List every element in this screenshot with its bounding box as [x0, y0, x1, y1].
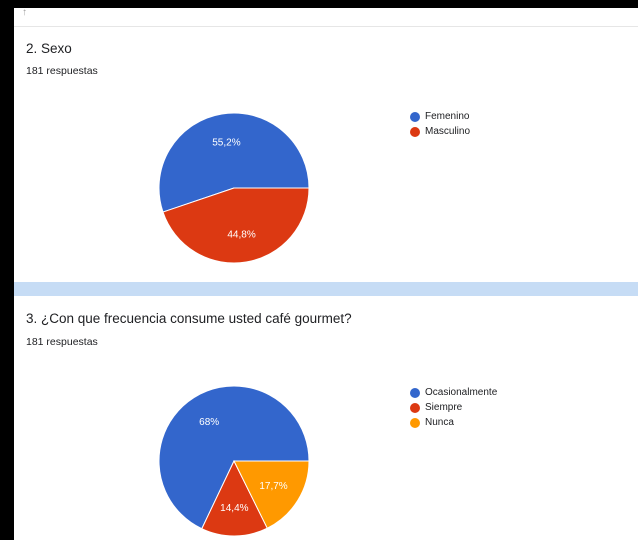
legend-item-masculino[interactable]: Masculino: [410, 124, 470, 139]
form-summary-page: ↑ 2. Sexo 181 respuestas 55,2% 44,8% Feme…: [14, 8, 638, 540]
legend-swatch-icon: [410, 387, 420, 398]
chart-legend: Ocasionalmente Siempre Nunca: [410, 385, 497, 430]
question-card-sexo: 2. Sexo 181 respuestas 55,2% 44,8% Femeni…: [14, 27, 638, 282]
pie-chart-frecuencia: 68% 14,4% 17,7%: [134, 361, 334, 540]
slice-label-nunca: 17,7%: [259, 481, 287, 492]
pie-slice-masculino[interactable]: [162, 187, 310, 264]
legend-swatch-icon: [410, 402, 420, 413]
legend-item-ocasionalmente[interactable]: Ocasionalmente: [410, 385, 497, 400]
legend-item-femenino[interactable]: Femenino: [410, 109, 470, 124]
top-divider: [14, 26, 638, 27]
pie-slice-siempre[interactable]: [201, 459, 268, 537]
chart-legend: Femenino Masculino: [410, 109, 470, 139]
slice-label-femenino: 55,2%: [212, 138, 240, 149]
slice-label-siempre: 14,4%: [220, 503, 248, 514]
question-title: 3. ¿Con que frecuencia consume usted caf…: [26, 311, 352, 326]
legend-swatch-icon: [410, 417, 420, 428]
pie-slice-femenino[interactable]: [158, 112, 310, 213]
legend-item-siempre[interactable]: Siempre: [410, 400, 497, 415]
legend-label: Femenino: [425, 111, 470, 122]
pie-slice-nunca[interactable]: [233, 460, 310, 529]
legend-label: Nunca: [425, 417, 454, 428]
pie-slice-ocasionalmente[interactable]: [158, 385, 310, 530]
legend-label: Siempre: [425, 402, 463, 413]
response-count: 181 respuestas: [26, 65, 98, 77]
question-card-frecuencia: 3. ¿Con que frecuencia consume usted caf…: [14, 296, 638, 540]
legend-swatch-icon: [410, 111, 420, 122]
legend-swatch-icon: [410, 126, 420, 137]
scroll-edge-mark: ↑: [22, 8, 27, 18]
slice-label-masculino: 44,8%: [227, 229, 255, 240]
legend-label: Masculino: [425, 126, 471, 137]
pie-chart-sexo: 55,2% 44,8%: [134, 88, 334, 288]
slice-label-ocasionalmente: 68%: [199, 417, 219, 428]
section-divider: [14, 282, 638, 296]
response-count: 181 respuestas: [26, 336, 98, 348]
question-title: 2. Sexo: [26, 41, 72, 56]
legend-item-nunca[interactable]: Nunca: [410, 415, 497, 430]
legend-label: Ocasionalmente: [425, 387, 498, 398]
